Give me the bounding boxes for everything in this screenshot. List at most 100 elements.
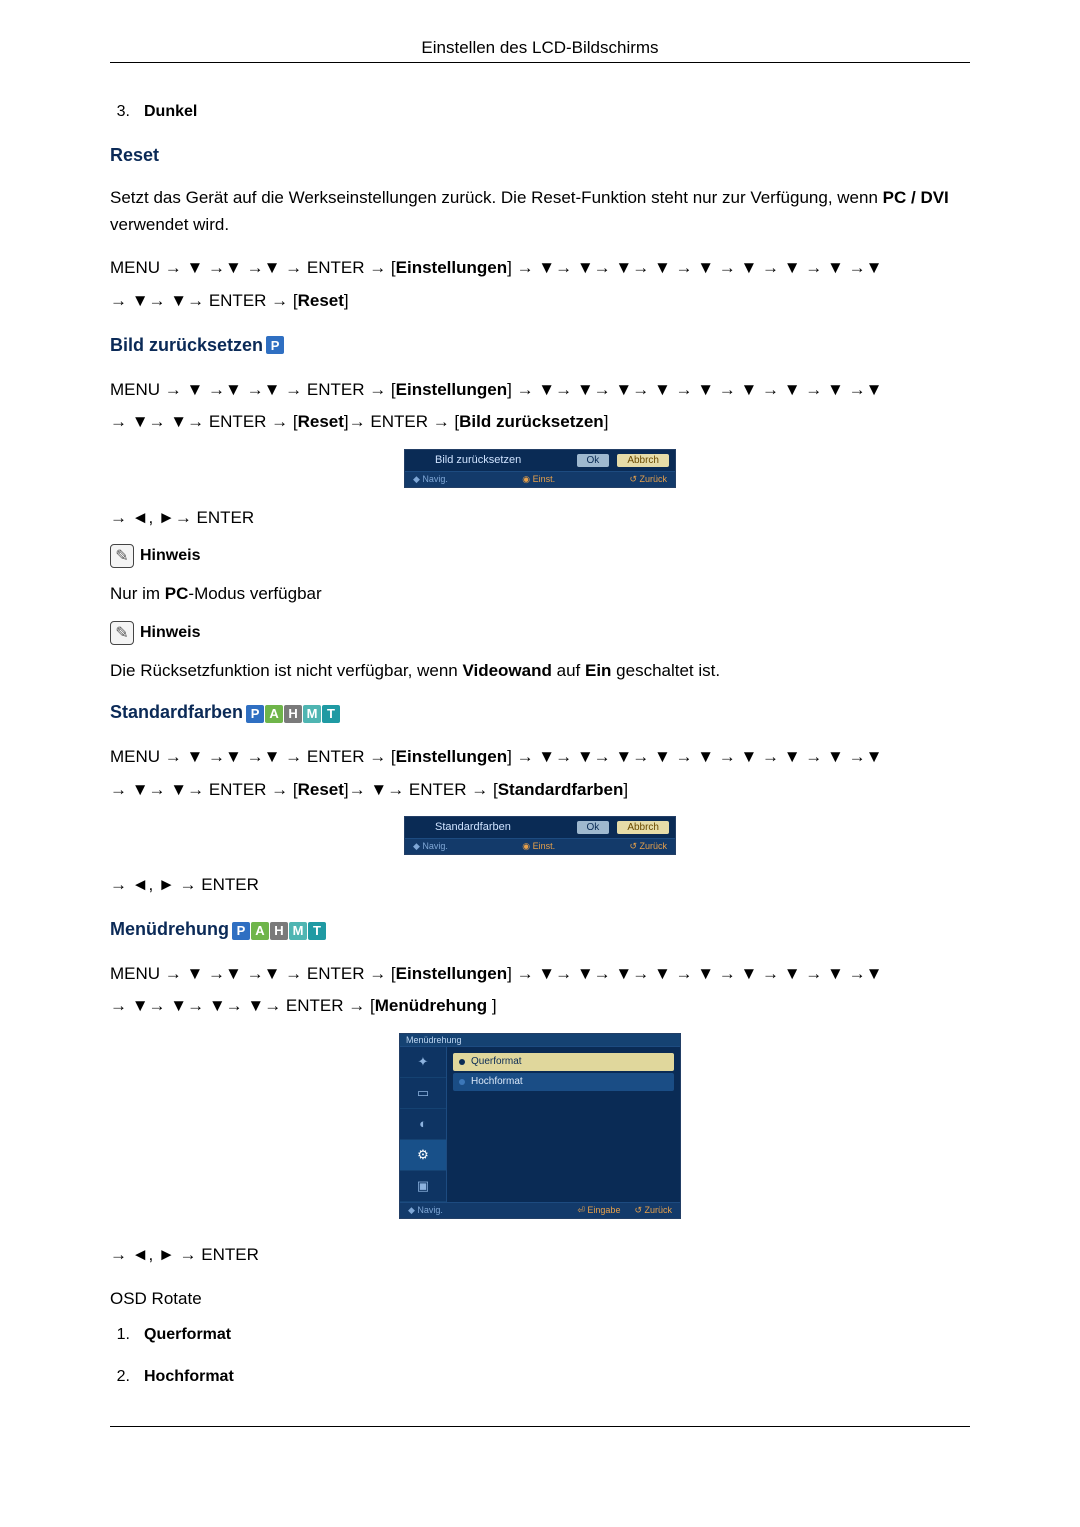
hinweis2-d: Ein <box>585 661 611 680</box>
osd-ok-button[interactable]: Ok <box>577 821 610 834</box>
badge-p-icon: P <box>246 705 264 723</box>
menudreh-post-enter: → ◄, ► → ENTER <box>110 1239 970 1271</box>
osd-opt1-label: Querformat <box>471 1056 522 1067</box>
osd-menudreh-hint-set: ⏎ Eingabe <box>577 1205 620 1216</box>
intro-list-label: Dunkel <box>144 103 197 121</box>
note-icon: ✎ <box>110 621 134 645</box>
bild-nav3: Bild zurücksetzen <box>459 412 604 431</box>
badge-m-icon: M <box>303 705 321 723</box>
hinweis1-a: Nur im <box>110 584 165 603</box>
radio-dot-icon <box>459 1079 465 1085</box>
section-heading-bild: Bild zurücksetzen P <box>110 335 970 356</box>
badge-a-icon: A <box>251 922 269 940</box>
intro-list-item: 3. Dunkel <box>110 103 970 121</box>
reset-description: Setzt das Gerät auf die Werkseinstellung… <box>110 184 970 238</box>
menudreh-item-2: 2. Hochformat <box>110 1368 970 1386</box>
osd-option-querformat[interactable]: Querformat <box>453 1053 674 1071</box>
osd-bild-hint-back: ↺ Zurück <box>629 474 667 485</box>
badge-p-icon: P <box>266 336 284 354</box>
hinweis2-c: auf <box>552 661 585 680</box>
reset-text-bold: PC / DVI <box>883 188 949 207</box>
reset-nav1: Einstellungen <box>396 258 507 277</box>
bild-nav-path: MENU → ▼ →▼ →▼ → ENTER → [Einstellungen]… <box>110 374 970 439</box>
page-header-title: Einstellen des LCD-Bildschirms <box>110 38 970 62</box>
hinweis2-text: Die Rücksetzfunktion ist nicht verfügbar… <box>110 657 970 684</box>
osd-cancel-button[interactable]: Abbrch <box>617 454 669 467</box>
hinweis2-a: Die Rücksetzfunktion ist nicht verfügbar… <box>110 661 462 680</box>
osd-bild-hints: ◆ Navig. ◉ Einst. ↺ Zurück <box>405 471 675 487</box>
osd-menudreh-hint-nav: ◆ Navig. <box>408 1205 443 1216</box>
badge-t-icon: T <box>322 705 340 723</box>
standard-nav1: Einstellungen <box>396 747 507 766</box>
osd-side-tab[interactable]: ▭ <box>400 1078 446 1109</box>
osd-menudreh-body: ✦▭◐⚙▣ Querformat Hochformat <box>400 1047 680 1202</box>
section-heading-standard: Standardfarben PAHMT <box>110 702 970 723</box>
intro-list-num: 3. <box>110 103 130 121</box>
osd-side-tab[interactable]: ◐ <box>400 1109 446 1140</box>
section-heading-standard-text: Standardfarben <box>110 702 243 723</box>
bild-nav2: Reset <box>298 412 344 431</box>
osd-menudreh-tab: Menüdrehung <box>400 1034 680 1047</box>
badge-p-icon: P <box>232 922 250 940</box>
standard-nav2: Reset <box>298 780 344 799</box>
section-heading-bild-text: Bild zurücksetzen <box>110 335 263 356</box>
osd-cancel-button[interactable]: Abbrch <box>617 821 669 834</box>
badge-h-icon: H <box>270 922 288 940</box>
menudreh-nav1: Einstellungen <box>396 964 507 983</box>
reset-nav-path: MENU → ▼ →▼ →▼ → ENTER → [Einstellungen]… <box>110 252 970 317</box>
osd-dialog-standard: Standardfarben Ok Abbrch ◆ Navig. ◉ Eins… <box>404 816 676 855</box>
bild-post-enter: → ◄, ►→ ENTER <box>110 502 970 534</box>
menudreh-item2-label: Hochformat <box>144 1368 234 1386</box>
badge-m-icon: M <box>289 922 307 940</box>
osd-menudreh-content: Querformat Hochformat <box>447 1047 680 1202</box>
osd-option-hochformat[interactable]: Hochformat <box>453 1073 674 1091</box>
osd-bild-title: Bild zurücksetzen <box>411 454 569 466</box>
menudreh-nav-path: MENU → ▼ →▼ →▼ → ENTER → [Einstellungen]… <box>110 958 970 1023</box>
badge-row: PAHMT <box>245 702 340 723</box>
note-icon: ✎ <box>110 544 134 568</box>
header-rule <box>110 62 970 63</box>
osd-dialog-bild: Bild zurücksetzen Ok Abbrch ◆ Navig. ◉ E… <box>404 449 676 488</box>
hinweis-row-1: ✎ Hinweis <box>110 544 970 568</box>
section-heading-reset: Reset <box>110 145 970 166</box>
osd-bild-top: Bild zurücksetzen Ok Abbrch <box>405 450 675 471</box>
osd-side-tab[interactable]: ⚙ <box>400 1140 446 1171</box>
standard-nav-path: MENU → ▼ →▼ →▼ → ENTER → [Einstellungen]… <box>110 741 970 806</box>
badge-a-icon: A <box>265 705 283 723</box>
osd-standard-top: Standardfarben Ok Abbrch <box>405 817 675 838</box>
section-heading-reset-text: Reset <box>110 145 159 166</box>
osd-standard-hint-nav: ◆ Navig. <box>413 841 448 852</box>
menudreh-item2-num: 2. <box>110 1368 130 1386</box>
hinweis1-label: Hinweis <box>140 547 200 565</box>
badge-row: PAHMT <box>231 919 326 940</box>
badge-h-icon: H <box>284 705 302 723</box>
menudreh-nav2: Menüdrehung <box>375 996 492 1015</box>
menudreh-item-1: 1. Querformat <box>110 1326 970 1344</box>
osd-menudreh-side: ✦▭◐⚙▣ <box>400 1047 447 1202</box>
standard-post-enter: → ◄, ► → ENTER <box>110 869 970 901</box>
osd-standard-title: Standardfarben <box>411 821 569 833</box>
section-heading-menudreh-text: Menüdrehung <box>110 919 229 940</box>
osd-ok-button[interactable]: Ok <box>577 454 610 467</box>
osd-side-tab[interactable]: ▣ <box>400 1171 446 1202</box>
hinweis1-b: PC <box>165 584 189 603</box>
hinweis2-label: Hinweis <box>140 624 200 642</box>
osd-bild-hint-set: ◉ Einst. <box>522 474 555 485</box>
footer-rule <box>110 1426 970 1427</box>
hinweis-row-2: ✎ Hinweis <box>110 621 970 645</box>
hinweis1-c: -Modus verfügbar <box>188 584 321 603</box>
hinweis2-e: geschaltet ist. <box>611 661 720 680</box>
osd-standard-hints: ◆ Navig. ◉ Einst. ↺ Zurück <box>405 838 675 854</box>
badge-t-icon: T <box>308 922 326 940</box>
bild-nav1: Einstellungen <box>396 380 507 399</box>
osd-side-tab[interactable]: ✦ <box>400 1047 446 1078</box>
osd-opt2-label: Hochformat <box>471 1076 523 1087</box>
section-heading-menudreh: Menüdrehung PAHMT <box>110 919 970 940</box>
menudreh-item1-label: Querformat <box>144 1326 231 1344</box>
hinweis1-text: Nur im PC-Modus verfügbar <box>110 580 970 607</box>
osd-dialog-menudreh: Menüdrehung ✦▭◐⚙▣ Querformat Hochformat … <box>399 1033 681 1219</box>
reset-text-a: Setzt das Gerät auf die Werkseinstellung… <box>110 188 883 207</box>
osd-rotate-label: OSD Rotate <box>110 1285 970 1312</box>
radio-dot-icon <box>459 1059 465 1065</box>
menudreh-item1-num: 1. <box>110 1326 130 1344</box>
